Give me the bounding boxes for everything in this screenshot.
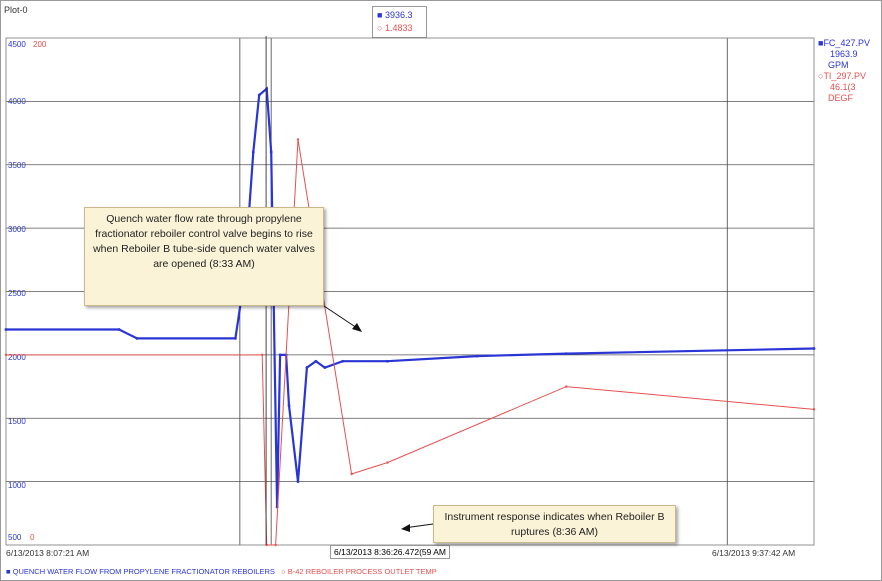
annotation-valves-opened: Quench water flow rate through propylene… [84, 207, 324, 306]
data-point-FC_427.PV [386, 359, 389, 363]
data-point-FC_427.PV [251, 150, 255, 154]
annotation-arrowhead [352, 323, 362, 332]
y-tick: 1500 [8, 417, 26, 426]
y-red-tick-top: 200 [33, 40, 47, 49]
data-point-TI_297.PV [296, 138, 300, 141]
y-tick: 3500 [8, 161, 26, 170]
data-point-FC_427.PV [135, 336, 139, 340]
data-point-FC_427.PV [475, 354, 479, 358]
data-point-FC_427.PV [323, 366, 327, 369]
y-tick: 2500 [8, 289, 26, 298]
series-line-TI_297.PV [6, 139, 815, 546]
legend-blue-tag: FC_427.PV [823, 38, 870, 48]
data-point-FC_427.PV [296, 480, 300, 484]
y-tick: 1000 [8, 481, 26, 490]
data-point-TI_297.PV [350, 472, 353, 476]
annotation-arrowhead [401, 524, 410, 532]
cursor-value-box[interactable]: ■ 3936.3 ○ 1.4833 [372, 6, 427, 38]
cursor-red-value: 1.4833 [384, 23, 413, 33]
x-tick-right: 6/13/2013 9:37:42 AM [712, 548, 796, 558]
data-point-FC_427.PV [812, 347, 816, 350]
y-tick: 3000 [8, 225, 26, 234]
bottom-legend: ■ QUENCH WATER FLOW FROM PROPYLENE FRACT… [6, 567, 437, 576]
data-point-FC_427.PV [564, 352, 568, 356]
cursor-blue-value: 3936.3 [384, 10, 413, 20]
data-point-FC_427.PV [257, 93, 261, 97]
data-point-FC_427.PV [117, 328, 121, 331]
bottom-legend-blue: QUENCH WATER FLOW FROM PROPYLENE FRACTIO… [12, 567, 275, 576]
series-line-FC_427.PV [6, 86, 815, 508]
data-point-TI_297.PV [812, 408, 816, 411]
legend-blue-value: 1963.9 [830, 49, 858, 59]
data-point-FC_427.PV [305, 366, 309, 369]
data-point-TI_297.PV [386, 461, 389, 464]
data-point-FC_427.PV [233, 336, 237, 340]
bottom-legend-red: B-42 REBOILER PROCESS OUTLET TEMP [287, 567, 437, 576]
data-point-FC_427.PV [314, 359, 318, 363]
data-point-FC_427.PV [269, 150, 273, 154]
legend-blue-unit: GPM [828, 60, 849, 70]
y-tick-bottom: 500 [8, 533, 22, 542]
right-legend: ■FC_427.PV 1963.9 GPM ○TI_297.PV 46.1(3 … [818, 38, 882, 104]
data-point-FC_427.PV [4, 328, 8, 331]
annotation-arrow [323, 305, 361, 331]
data-point-TI_297.PV [274, 543, 277, 547]
plot-title: Plot-0 [4, 5, 28, 15]
data-point-FC_427.PV [287, 404, 291, 407]
data-point-TI_297.PV [261, 353, 264, 357]
data-point-FC_427.PV [341, 359, 345, 363]
y-tick: 2000 [8, 353, 26, 362]
y-red-tick-bottom: 0 [30, 533, 35, 542]
x-tick-cursor: 6/13/2013 8:36:26.472(59 AM [330, 545, 451, 559]
data-point-FC_427.PV [278, 353, 282, 357]
x-tick-left: 6/13/2013 8:07:21 AM [6, 548, 90, 558]
data-point-TI_297.PV [565, 385, 568, 388]
data-point-TI_297.PV [4, 353, 8, 357]
legend-red-unit: DEGF [828, 93, 854, 103]
legend-red-value: 46.1(3 [830, 82, 856, 92]
cursor-blue-marker: ■ [377, 10, 385, 20]
y-tick-top: 4500 [8, 40, 26, 49]
legend-red-tag: TI_297.PV [823, 71, 866, 81]
annotation-rupture: Instrument response indicates when Reboi… [433, 505, 676, 543]
cursor-red-marker: ○ [377, 23, 385, 33]
